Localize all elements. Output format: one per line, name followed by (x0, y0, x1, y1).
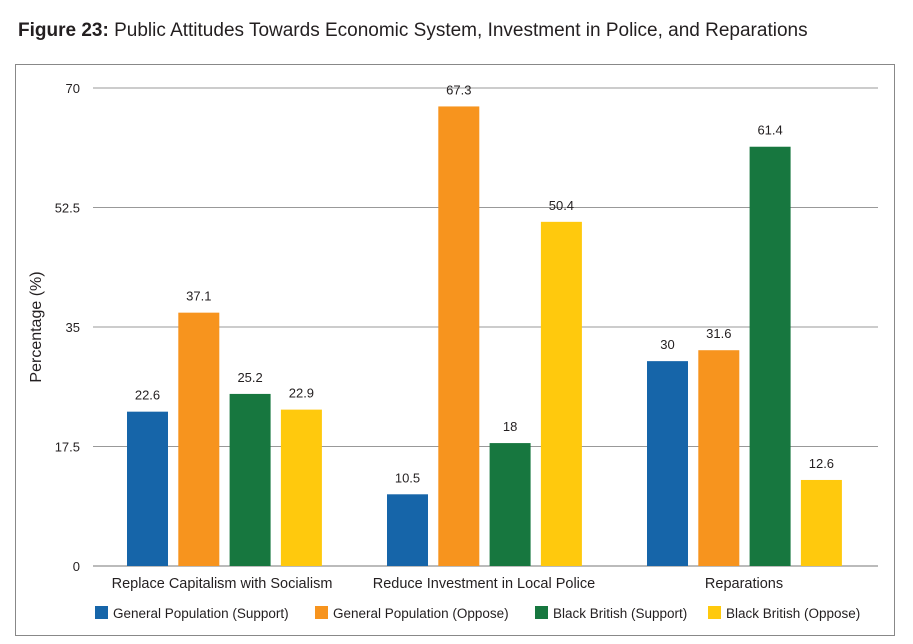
bar (489, 443, 531, 566)
bar (540, 221, 582, 566)
x-category-label: Replace Capitalism with Socialism (112, 576, 333, 592)
data-label: 18 (503, 419, 517, 434)
data-label: 37.1 (186, 289, 211, 304)
legend-label: General Population (Support) (113, 606, 289, 621)
data-label: 22.9 (289, 386, 314, 401)
figure-title-text: Public Attitudes Towards Economic System… (114, 20, 808, 41)
legend-label: Black British (Support) (553, 606, 687, 621)
bar (749, 146, 791, 566)
y-tick-label: 52.5 (55, 201, 80, 216)
data-label: 50.4 (549, 198, 574, 213)
legend-swatch (535, 606, 548, 619)
data-label: 25.2 (237, 370, 262, 385)
data-label: 67.3 (446, 82, 471, 97)
y-tick-label: 17.5 (55, 440, 80, 455)
legend-label: General Population (Oppose) (333, 606, 509, 621)
bar (178, 312, 220, 566)
bar (800, 479, 842, 566)
data-label: 31.6 (706, 326, 731, 341)
data-label: 61.4 (757, 123, 782, 138)
bar (229, 393, 271, 566)
y-axis-label: Percentage (%) (28, 271, 45, 382)
data-label: 22.6 (135, 388, 160, 403)
bar (647, 361, 688, 566)
data-label: 10.5 (395, 470, 420, 485)
y-tick-label: 0 (73, 559, 80, 574)
legend-label: Black British (Oppose) (726, 606, 860, 621)
x-category-label: Reduce Investment in Local Police (373, 576, 595, 592)
bar (438, 106, 480, 567)
bar (698, 350, 740, 566)
figure-title: Figure 23: Public Attitudes Towards Econ… (18, 20, 808, 42)
figure-label: Figure 23: (18, 20, 109, 41)
legend-swatch (315, 606, 328, 619)
x-category-label: Reparations (705, 576, 783, 592)
bar (127, 411, 168, 566)
y-tick-label: 70 (66, 81, 80, 96)
data-label: 30 (660, 337, 674, 352)
legend-swatch (708, 606, 721, 619)
bar (280, 409, 322, 566)
legend-swatch (95, 606, 108, 619)
data-label: 12.6 (809, 456, 834, 471)
y-tick-label: 35 (66, 320, 80, 335)
chart-frame (15, 64, 895, 636)
bar (387, 494, 428, 566)
